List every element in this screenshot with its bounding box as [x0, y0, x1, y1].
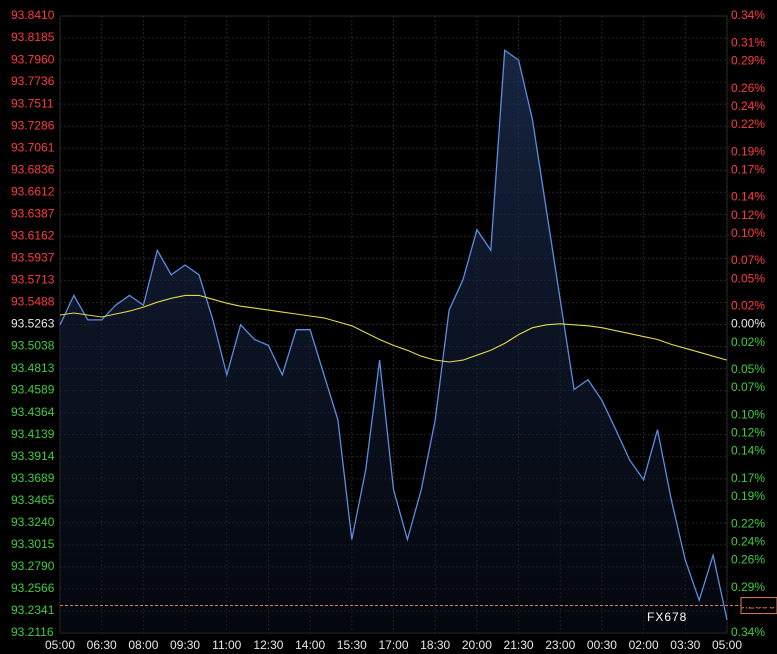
- x-tick-label: 08:00: [128, 638, 158, 652]
- y2-tick-label: 0.26%: [731, 553, 765, 567]
- y-tick-label: 93.2116: [11, 625, 54, 639]
- last-price-label: 93.2396: [732, 598, 776, 612]
- y-tick-label: 93.3914: [11, 449, 55, 463]
- x-tick-label: 21:30: [504, 638, 534, 652]
- y2-tick-label: 0.14%: [731, 444, 765, 458]
- y-tick-label: 93.4813: [11, 361, 55, 375]
- y2-tick-label: 0.14%: [731, 190, 765, 204]
- y-tick-label: 93.2790: [11, 559, 55, 573]
- y2-tick-label: 0.26%: [731, 81, 765, 95]
- y-tick-label: 93.5488: [11, 295, 55, 309]
- y2-tick-label: 0.17%: [731, 162, 765, 176]
- y-tick-label: 93.3465: [11, 493, 55, 507]
- last-price-box: [740, 597, 777, 615]
- y2-tick-label: 0.05%: [731, 271, 765, 285]
- y2-tick-label: 0.22%: [731, 516, 765, 530]
- x-tick-label: 05:00: [45, 638, 75, 652]
- y-tick-label: 93.8410: [11, 8, 55, 22]
- y2-tick-label: 0.24%: [731, 99, 765, 113]
- y2-tick-label: 0.10%: [731, 407, 765, 421]
- y2-tick-label: 0.19%: [731, 144, 765, 158]
- line: [59, 294, 728, 363]
- y-tick-label: 93.8185: [11, 30, 55, 44]
- y2-tick-label: 0.12%: [731, 208, 765, 222]
- x-tick-label: 03:30: [670, 638, 700, 652]
- y-tick-label: 93.7511: [11, 96, 54, 110]
- y2-tick-label: 0.34%: [731, 8, 765, 22]
- y2-tick-label: 0.02%: [731, 335, 765, 349]
- y-tick-label: 93.7286: [11, 118, 55, 132]
- x-tick-label: 17:00: [378, 638, 408, 652]
- y-tick-label: 93.4364: [11, 405, 55, 419]
- y-tick-label: 93.7061: [11, 140, 55, 154]
- x-tick-label: 05:00: [712, 638, 742, 652]
- x-tick-label: 00:30: [587, 638, 617, 652]
- y2-tick-label: 0.22%: [731, 117, 765, 131]
- y-tick-label: 93.2566: [11, 581, 55, 595]
- y-tick-label: 93.2341: [11, 603, 55, 617]
- x-tick-label: 02:00: [629, 638, 659, 652]
- x-tick-label: 14:00: [295, 638, 325, 652]
- x-tick-label: 11:00: [212, 638, 241, 652]
- y2-tick-label: 0.05%: [731, 362, 765, 376]
- watermark: FX678: [647, 610, 687, 624]
- y-tick-label: 93.6612: [11, 184, 55, 198]
- y-tick-label: 93.3240: [11, 515, 55, 529]
- y2-tick-label: 0.19%: [731, 489, 765, 503]
- y-tick-label: 93.6836: [11, 162, 55, 176]
- y2-tick-label: 0.10%: [731, 226, 765, 240]
- y-tick-label: 93.7736: [11, 74, 55, 88]
- y2-tick-label: 0.34%: [731, 625, 765, 639]
- y-tick-label: 93.5038: [11, 339, 55, 353]
- x-tick-label: 09:30: [170, 638, 200, 652]
- y-tick-label: 93.6162: [11, 229, 55, 243]
- y-tick-label: 93.5263: [11, 317, 55, 331]
- area: [60, 50, 727, 634]
- y-tick-label: 93.3015: [11, 537, 55, 551]
- y2-tick-label: 0.29%: [731, 54, 765, 68]
- y-tick-label: 93.4589: [11, 383, 55, 397]
- y2-tick-label: 0.31%: [731, 35, 765, 49]
- y2-tick-label: 0.29%: [731, 580, 765, 594]
- y2-tick-label: 0.02%: [731, 299, 765, 313]
- y-tick-label: 93.7960: [11, 52, 55, 66]
- x-tick-label: 06:30: [87, 638, 117, 652]
- x-tick-label: 12:30: [253, 638, 283, 652]
- y2-tick-label: 0.00%: [731, 317, 765, 331]
- x-tick-label: 18:30: [420, 638, 450, 652]
- y-tick-label: 93.4139: [11, 427, 55, 441]
- x-tick-label: 20:00: [462, 638, 492, 652]
- y2-tick-label: 0.07%: [731, 380, 765, 394]
- y2-tick-label: 0.12%: [731, 426, 765, 440]
- x-tick-label: 15:30: [337, 638, 367, 652]
- y-tick-label: 93.5937: [11, 251, 55, 265]
- x-tick-label: 23:00: [545, 638, 575, 652]
- y2-tick-label: 0.07%: [731, 253, 765, 267]
- y2-tick-label: 0.17%: [731, 471, 765, 485]
- y-tick-label: 93.5713: [11, 273, 55, 287]
- y-tick-label: 93.6387: [11, 206, 55, 220]
- y2-tick-label: 0.24%: [731, 534, 765, 548]
- y-tick-label: 93.3689: [11, 471, 55, 485]
- line: [59, 49, 728, 621]
